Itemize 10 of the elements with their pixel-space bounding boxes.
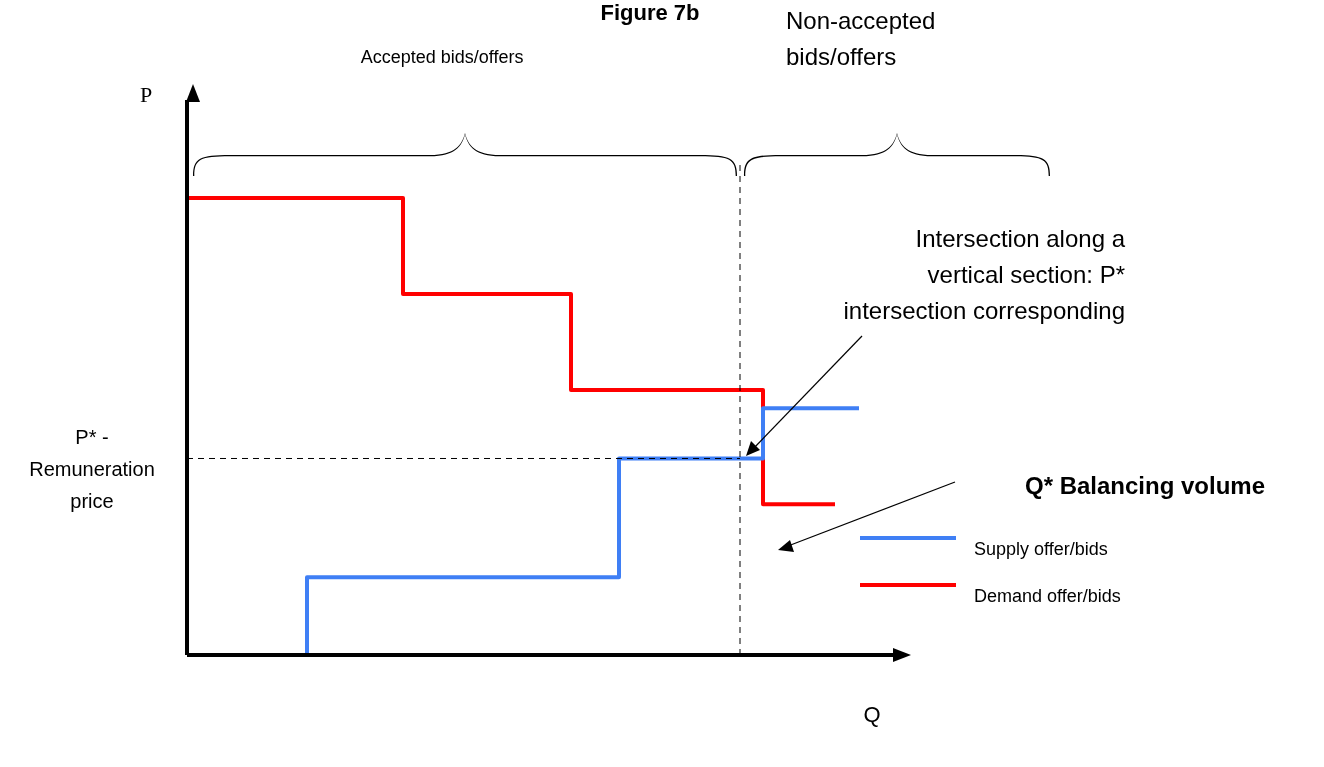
y-axis-title: P — [139, 81, 153, 107]
annotation: Intersection along a vertical section: P* intersection corresponding — [843, 224, 1126, 324]
text: Non-accepted bids/offers — [786, 6, 936, 70]
text: Supply offer/bids — [974, 539, 1108, 560]
ref-line-label: P* - Remuneration price — [29, 426, 155, 513]
chart-title: Figure 7b — [600, 0, 700, 26]
text: Q* Balancing volume — [1024, 471, 1266, 499]
text: Demand offer/bids — [974, 586, 1121, 607]
x-axis-title: Q — [863, 702, 881, 728]
text: Accepted bids/offers — [360, 46, 524, 67]
